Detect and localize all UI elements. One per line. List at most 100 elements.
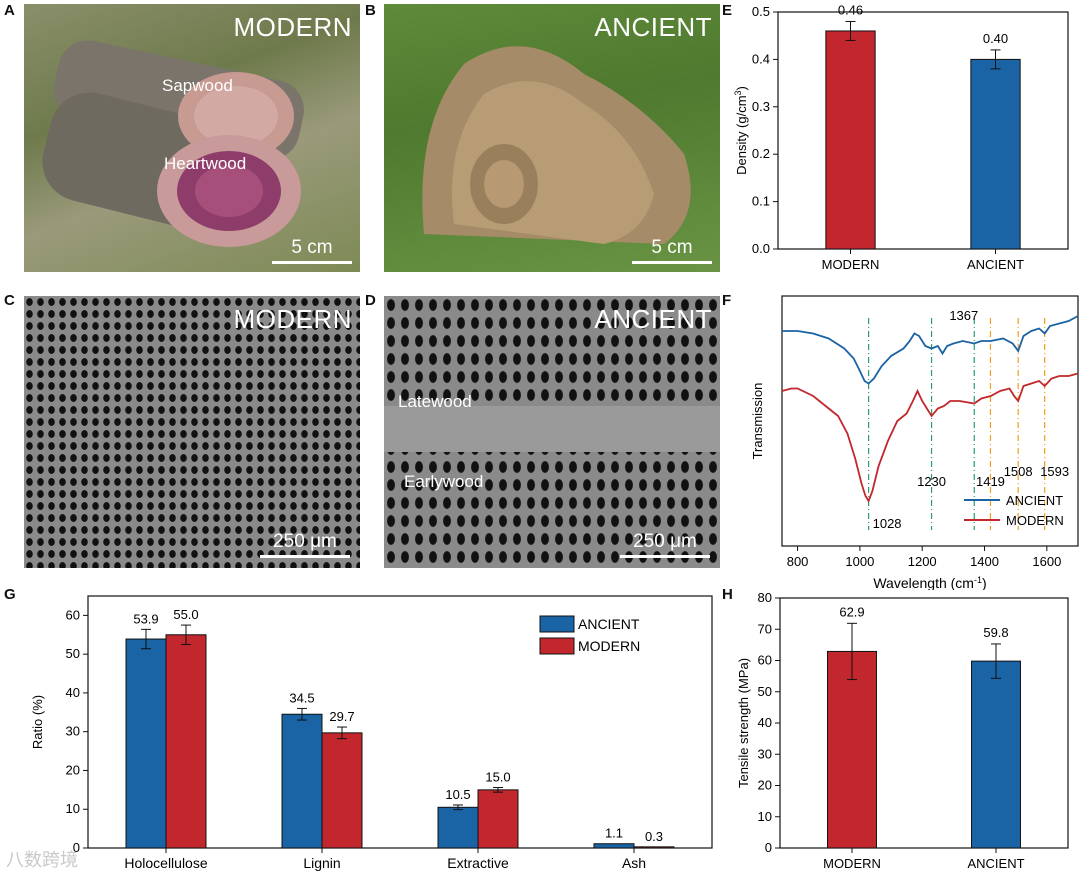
composition-bar-modern [165,634,207,849]
density-ytick-label: 0.3 [752,99,770,114]
density-ytick-label: 0.5 [752,4,770,19]
composition-legend-label-modern: MODERN [578,638,640,654]
tensile-value-label: 59.8 [983,625,1008,640]
ftir-peak-label: 1230 [917,474,946,489]
density-category-label: ANCIENT [967,257,1024,272]
sapwood-label: Sapwood [162,76,233,95]
ftir-ylabel: Transmission [750,383,765,460]
tensile-frame [779,597,1069,849]
scale-bar-c-text: 250 μm [273,531,337,552]
ftir-peak-label: 1028 [873,516,902,531]
tensile-ytick-label: 70 [758,621,772,636]
ftir-xtick-label: 1600 [1032,554,1061,569]
scale-bar-c: 250 μm [260,531,350,558]
latewood-label: Latewood [398,392,472,411]
ancient-wood-illustration [422,46,691,244]
sem-ancient: ANCIENT Latewood Earlywood 250 μm [384,296,720,568]
composition-bar-modern [321,732,363,849]
ftir-frame [781,295,1079,547]
composition-legend-swatch-ancient [539,615,575,633]
composition-bar-ancient [125,638,167,849]
panel-label-g: G [4,586,16,603]
tensile-ytick-label: 20 [758,778,772,793]
tensile-ytick-label: 80 [758,590,772,605]
scale-bar-d: 250 μm [620,531,710,558]
ftir-legend-label-ancient: ANCIENT [1006,493,1063,508]
ftir-legend-label-modern: MODERN [1006,513,1064,528]
composition-chart: 0 10 20 30 40 50 60 Ratio (%) 53.9 55.0 Holocellul… [30,595,713,871]
composition-ytick-label: 0 [73,840,80,855]
composition-category-label: Ash [622,855,646,871]
photo-b-title: ANCIENT [594,12,712,42]
scale-bar-b-text: 5 cm [651,237,693,258]
tensile-ytick-label: 30 [758,746,772,761]
scale-bar-a: 5 cm [272,237,352,264]
sem-c-title: MODERN [233,304,352,334]
panel-label-d: D [365,292,376,309]
composition-legend-swatch-modern [539,637,575,655]
composition-legend-label-ancient: ANCIENT [578,616,640,632]
tensile-ytick-label: 10 [758,809,772,824]
ftir-peak-label: 1593 [1040,464,1069,479]
composition-ytick-label: 30 [66,724,80,739]
ftir-xtick-label: 1000 [845,554,874,569]
composition-bar-ancient [437,806,479,849]
density-ytick-label: 0.0 [752,241,770,256]
composition-value-label: 55.0 [173,607,198,622]
panel-label-f: F [722,292,732,309]
tensile-chart: 0 10 20 30 40 50 60 70 80 62.9 MODERN 59.8 ANCIENT Te… [736,590,1069,871]
density-category-label: MODERN [822,257,880,272]
tensile-ytick-label: 50 [758,684,772,699]
density-frame [777,11,1069,250]
earlywood-label: Earlywood [404,472,484,491]
scale-bar-d-text: 250 μm [633,531,697,552]
ftir-xtick-label: 800 [787,554,809,569]
composition-ytick-label: 50 [66,646,80,661]
density-ylabel: Density (g/cm3) [733,86,749,175]
ftir-peak-label: 1367 [949,308,978,323]
composition-category-label: Extractive [447,855,509,871]
panel-label-c: C [4,292,15,309]
composition-ytick-label: 60 [66,607,80,622]
panel-label-h: H [722,586,733,603]
ftir-xlabel: Wavelength (cm-1) [873,575,986,590]
density-bar-modern [825,30,876,250]
composition-ylabel: Ratio (%) [30,695,45,749]
composition-bar-ancient [281,713,323,849]
composition-value-label: 10.5 [445,787,470,802]
composition-value-label: 34.5 [289,690,314,705]
ftir-xtick-label: 1200 [908,554,937,569]
density-value-label: 0.40 [983,31,1008,46]
composition-bar-modern [633,846,675,849]
photo-modern-log: MODERN Sapwood Heartwood 5 cm [24,4,360,272]
tensile-category-label: MODERN [823,856,881,871]
density-ytick-label: 0.4 [752,51,770,66]
tensile-ytick-label: 40 [758,715,772,730]
density-value-label: 0.46 [838,2,863,17]
tensile-ytick-label: 60 [758,653,772,668]
watermark: 八数跨境 [6,850,78,870]
composition-value-label: 53.9 [133,611,158,626]
density-ytick-label: 0.2 [752,146,770,161]
tensile-ylabel: Tensile strength (MPa) [736,658,751,788]
ftir-series-modern [781,372,1079,504]
composition-bar-modern [477,789,519,849]
composition-value-label: 15.0 [485,770,510,785]
panel-label-b: B [365,2,376,19]
sem-d-title: ANCIENT [594,304,712,334]
tensile-ytick-label: 0 [765,840,772,855]
composition-value-label: 29.7 [329,709,354,724]
tensile-bar-ancient [971,660,1021,849]
ftir-chart: 800 1000 1200 1400 1600 Wavelength (cm-1) Tran… [750,295,1079,590]
ftir-peak-label: 1508 [1004,464,1033,479]
composition-value-label: 1.1 [605,826,623,841]
log-illustration [42,40,304,247]
panel-label-a: A [4,2,15,19]
photo-a-title: MODERN [233,12,352,42]
sem-modern: MODERN 250 μm [24,296,360,568]
ftir-xtick-label: 1400 [970,554,999,569]
composition-ytick-label: 20 [66,762,80,777]
tensile-value-label: 62.9 [839,604,864,619]
composition-bar-ancient [593,843,635,849]
composition-value-label: 0.3 [645,829,663,844]
